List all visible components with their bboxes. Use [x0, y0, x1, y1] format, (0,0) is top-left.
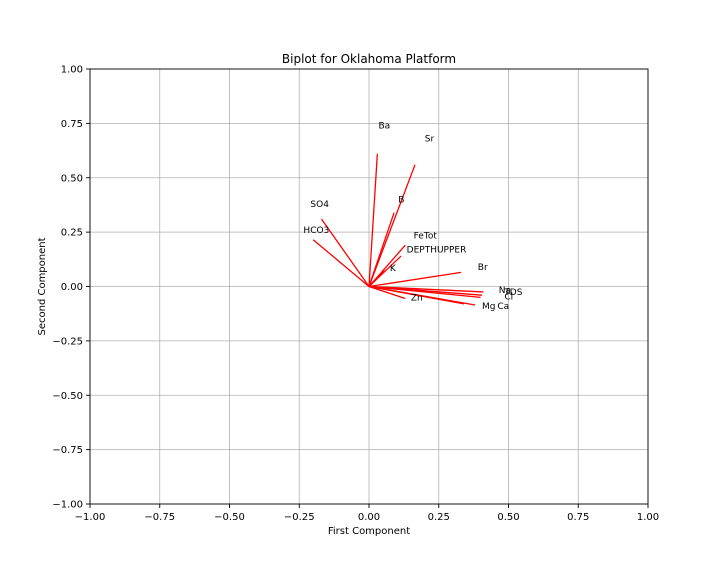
x-tick-label: −0.25: [284, 512, 315, 523]
y-tick-label: 0.25: [61, 228, 83, 239]
vector-label-cl: Cl: [504, 292, 513, 302]
vector-label-ca: Ca: [497, 302, 509, 312]
vector-label-so4: SO4: [310, 200, 329, 210]
x-tick-label: 0.50: [497, 512, 519, 523]
vector-label-mg: Mg: [482, 302, 495, 312]
vector-label-k: K: [390, 264, 397, 274]
vector-label-ba: Ba: [378, 122, 390, 132]
x-tick-label: 0.25: [428, 512, 450, 523]
vector-b: [368, 212, 395, 287]
axis-ticks: −1.00 −0.75 −0.50 −0.25 0.00 0.25 0.50 0.75 1.00…: [52, 65, 659, 524]
x-tick-label: 0.00: [358, 512, 380, 523]
y-tick-label: 0.75: [61, 119, 83, 130]
vector-br: [368, 271, 462, 288]
y-axis-label: Second Component: [37, 237, 48, 335]
x-tick-label: 1.00: [637, 512, 659, 523]
vector-zn: [368, 285, 406, 300]
vector-label-br: Br: [478, 263, 488, 273]
vector-label-depthupper: DEPTHUPPER: [407, 246, 467, 256]
y-tick-label: 1.00: [61, 65, 83, 76]
vector-label-tds: TDS: [503, 288, 522, 298]
vector-k: [368, 269, 385, 287]
loading-vectors: [312, 153, 484, 306]
vector-ca: [368, 285, 464, 305]
y-tick-label: −0.25: [52, 336, 83, 347]
x-tick-label: −0.50: [214, 512, 245, 523]
x-tick-label: −1.00: [75, 512, 106, 523]
x-tick-label: 0.75: [567, 512, 589, 523]
y-tick-label: −0.75: [52, 445, 83, 456]
vector-ba: [368, 153, 379, 287]
x-axis-label: First Component: [328, 526, 410, 537]
vector-label-na: Na: [499, 286, 511, 296]
vector-label-zn: Zn: [411, 293, 423, 303]
y-tick-label: 0.00: [61, 282, 83, 293]
vector-so4: [321, 218, 370, 287]
vector-label-fetot: FeTot: [414, 231, 438, 241]
x-tick-label: −0.75: [144, 512, 175, 523]
y-tick-label: −0.50: [52, 391, 83, 402]
y-tick-label: 0.50: [61, 173, 83, 184]
chart-title: Biplot for Oklahoma Platform: [282, 52, 456, 66]
y-tick-label: −1.00: [52, 500, 83, 511]
vector-label-b: B: [398, 196, 404, 206]
vector-cl: [368, 285, 481, 299]
vector-hco3: [312, 239, 370, 287]
vector-sr: [368, 164, 416, 287]
vector-label-sr: Sr: [425, 135, 435, 145]
vector-label-hco3: HCO3: [303, 226, 329, 236]
